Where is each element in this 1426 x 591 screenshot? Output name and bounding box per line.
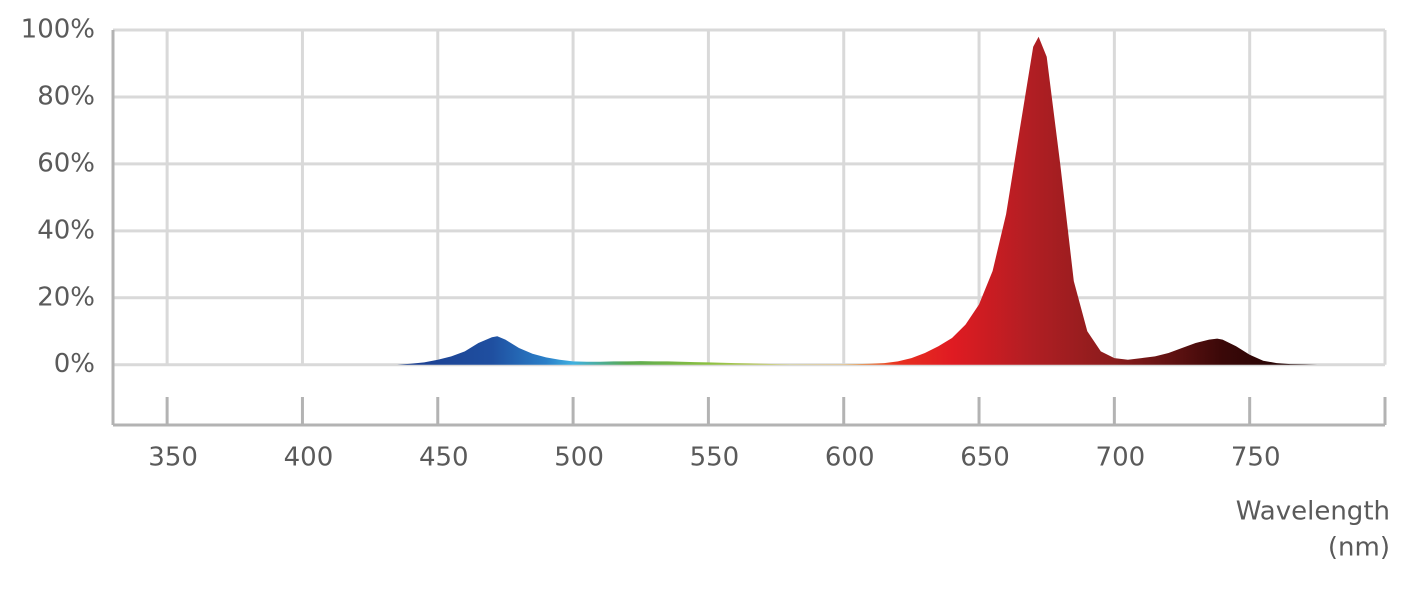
x-tick-label: 350	[148, 443, 198, 473]
x-axis-label: Wavelength	[1236, 497, 1390, 527]
x-tick-label: 550	[690, 443, 740, 473]
x-axis-unit: (nm)	[1328, 533, 1390, 563]
spectrum-area	[397, 36, 1318, 365]
y-tick-label: 0%	[54, 349, 95, 379]
x-tick-label: 450	[419, 443, 469, 473]
y-tick-label: 100%	[21, 15, 95, 45]
y-tick-label: 40%	[37, 215, 95, 245]
y-tick-label: 20%	[37, 282, 95, 312]
x-tick-label: 500	[554, 443, 604, 473]
y-tick-label: 80%	[37, 81, 95, 111]
x-tick-label: 750	[1231, 443, 1281, 473]
x-tick-label: 600	[825, 443, 875, 473]
y-tick-label: 60%	[37, 148, 95, 178]
x-tick-label: 650	[960, 443, 1010, 473]
x-tick-label: 700	[1096, 443, 1146, 473]
x-tick-label: 400	[284, 443, 334, 473]
